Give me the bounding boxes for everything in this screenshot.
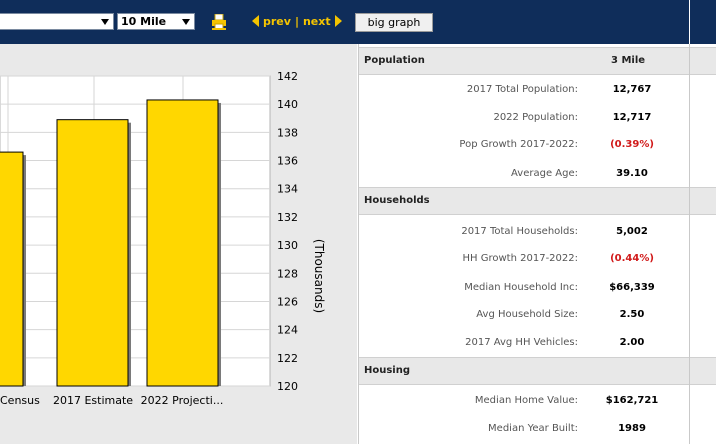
households-title: Households bbox=[364, 195, 430, 206]
x-tick-label: 2022 Projecti... bbox=[141, 394, 224, 407]
stat-label: 2017 Total Households: bbox=[461, 226, 578, 237]
population-bar-chart: 120 122 124 126 128 130 132 134 136 138 140 142 Cen… bbox=[0, 70, 326, 407]
housing-header: Housing bbox=[359, 357, 690, 385]
chart-y-ticks: 120 122 124 126 128 130 132 134 136 138 140 142 bbox=[277, 70, 298, 393]
plot-area bbox=[0, 75, 271, 387]
region-select[interactable] bbox=[0, 13, 114, 30]
stat-label: Median Year Built: bbox=[488, 423, 578, 434]
y-tick-label: 122 bbox=[277, 352, 298, 365]
housing-title: Housing bbox=[364, 365, 411, 376]
stat-label: Average Age: bbox=[511, 168, 578, 179]
next-column-band bbox=[690, 187, 716, 215]
stat-value: 39.10 bbox=[616, 168, 648, 179]
stat-label: 2017 Avg HH Vehicles: bbox=[465, 337, 578, 348]
y-tick-label: 134 bbox=[277, 183, 298, 196]
stat-value: (0.39%) bbox=[610, 139, 654, 150]
y-tick-label: 138 bbox=[277, 126, 298, 139]
population-header: Population 3 Mile bbox=[359, 47, 690, 75]
stats-panel: Population 3 Mile 2017 Total Population:… bbox=[358, 44, 690, 444]
chart-x-labels: Census 2017 Estimate 2022 Projecti... bbox=[0, 394, 223, 407]
stat-label: Median Household Inc: bbox=[464, 282, 578, 293]
stat-value: (0.44%) bbox=[610, 253, 654, 264]
stat-value: 2.50 bbox=[619, 309, 645, 320]
stat-label: Median Home Value: bbox=[474, 395, 578, 406]
right-panel-header bbox=[689, 0, 716, 44]
chevron-down-icon[interactable] bbox=[101, 19, 109, 25]
chart-grid bbox=[0, 75, 271, 387]
y-tick-label: 132 bbox=[277, 211, 298, 224]
next-radius-column bbox=[689, 44, 716, 444]
pager: prev | next bbox=[252, 15, 342, 29]
bar bbox=[146, 99, 219, 387]
y-tick-label: 130 bbox=[277, 239, 298, 252]
stat-value: 5,002 bbox=[616, 226, 648, 237]
stat-label: 2022 Population: bbox=[493, 112, 578, 123]
bar bbox=[56, 119, 129, 387]
y-tick-label: 128 bbox=[277, 267, 298, 280]
radius-select[interactable]: 10 Mile bbox=[117, 13, 195, 30]
stat-value: 12,767 bbox=[612, 84, 652, 95]
big-graph-button[interactable]: big graph bbox=[355, 13, 433, 32]
y-tick-label: 140 bbox=[277, 98, 298, 111]
y-tick-label: 120 bbox=[277, 380, 298, 393]
next-link[interactable]: next bbox=[302, 15, 331, 28]
x-tick-label: 2017 Estimate bbox=[53, 394, 133, 407]
toolbar: 10 Mile prev | next big graph bbox=[0, 0, 716, 44]
y-tick-label: 124 bbox=[277, 324, 298, 337]
stat-label: HH Growth 2017-2022: bbox=[462, 253, 578, 264]
stat-label: 2017 Total Population: bbox=[466, 84, 578, 95]
radius-column-header: 3 Mile bbox=[611, 55, 646, 66]
stat-label: Avg Household Size: bbox=[476, 309, 578, 320]
chart-bars bbox=[0, 99, 221, 387]
prev-arrow-icon[interactable] bbox=[252, 15, 259, 27]
stat-value: $162,721 bbox=[605, 395, 659, 406]
prev-link[interactable]: prev bbox=[263, 15, 291, 28]
stat-value: 12,717 bbox=[612, 112, 652, 123]
x-tick-label: Census bbox=[0, 394, 40, 407]
households-header: Households bbox=[359, 187, 690, 215]
chart-y-axis-label: (Thousands) bbox=[312, 239, 326, 313]
next-column-header-band bbox=[690, 47, 716, 75]
stat-value: 1989 bbox=[618, 423, 646, 434]
population-title: Population bbox=[364, 55, 425, 66]
chevron-down-icon[interactable] bbox=[182, 19, 190, 25]
next-column-band bbox=[690, 357, 716, 385]
y-tick-label: 142 bbox=[277, 70, 298, 83]
stat-value: $66,339 bbox=[609, 282, 655, 293]
bar bbox=[0, 151, 24, 387]
next-arrow-icon[interactable] bbox=[334, 15, 342, 27]
pager-separator: | bbox=[294, 15, 299, 28]
y-tick-label: 126 bbox=[277, 295, 298, 308]
stat-label: Pop Growth 2017-2022: bbox=[459, 139, 578, 150]
stat-value: 2.00 bbox=[619, 337, 645, 348]
radius-select-value: 10 Mile bbox=[121, 15, 167, 28]
y-tick-label: 136 bbox=[277, 155, 298, 168]
printer-icon[interactable] bbox=[212, 14, 226, 30]
